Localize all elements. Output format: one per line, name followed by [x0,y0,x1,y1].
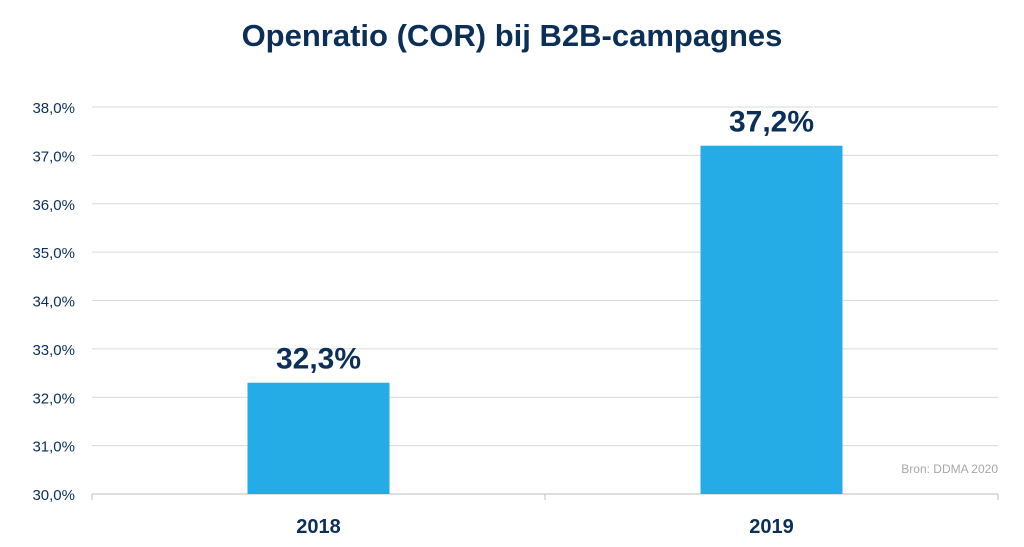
y-tick-label: 35,0% [32,245,75,262]
chart-title: Openratio (COR) bij B2B-campagnes [241,18,783,53]
y-tick-label: 36,0% [32,197,75,214]
data-label: 37,2% [729,106,814,139]
source-note: Bron: DDMA 2020 [901,462,998,476]
y-tick-label: 34,0% [32,294,75,311]
y-tick-label: 31,0% [32,439,75,456]
y-tick-label: 30,0% [32,487,75,504]
y-tick-label: 37,0% [32,148,75,165]
x-tick-label: 2019 [749,516,794,538]
y-tick-label: 33,0% [32,342,75,359]
y-tick-label: 38,0% [32,100,75,117]
bar-2018 [247,382,390,494]
x-tick-label: 2018 [296,516,341,538]
y-tick-label: 32,0% [32,390,75,407]
bar-2019 [700,145,843,494]
data-label: 32,3% [276,343,361,376]
